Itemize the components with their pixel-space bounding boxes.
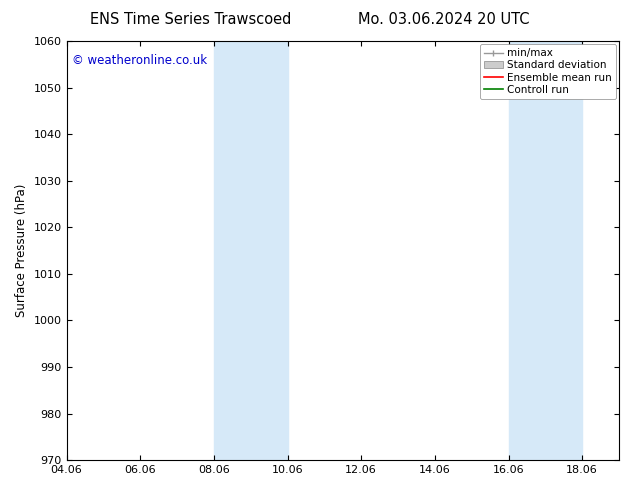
- Legend: min/max, Standard deviation, Ensemble mean run, Controll run: min/max, Standard deviation, Ensemble me…: [480, 44, 616, 99]
- Text: ENS Time Series Trawscoed: ENS Time Series Trawscoed: [89, 12, 291, 27]
- Bar: [214, 41, 288, 460]
- Bar: [508, 41, 582, 460]
- Y-axis label: Surface Pressure (hPa): Surface Pressure (hPa): [15, 184, 28, 318]
- Text: Mo. 03.06.2024 20 UTC: Mo. 03.06.2024 20 UTC: [358, 12, 529, 27]
- Text: © weatheronline.co.uk: © weatheronline.co.uk: [72, 53, 207, 67]
